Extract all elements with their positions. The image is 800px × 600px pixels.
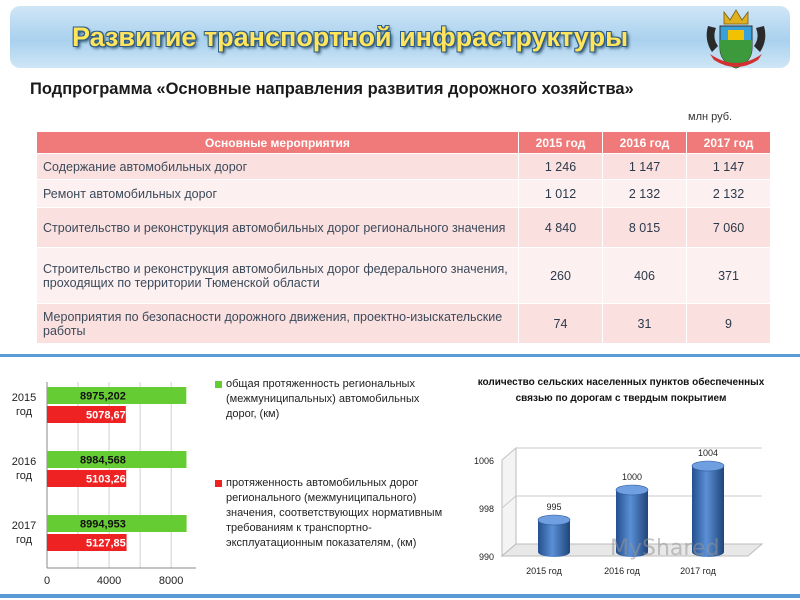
cell-2017: 7 060 — [686, 207, 771, 248]
cell-2015: 1 246 — [518, 153, 603, 180]
row-label: Строительство и реконструкция автомобиль… — [36, 247, 519, 304]
x-tick-label: 4000 — [97, 575, 121, 587]
cell-2015: 4 840 — [518, 207, 603, 248]
title-banner — [10, 6, 790, 68]
data-label: 1004 — [698, 448, 718, 458]
coat-of-arms-icon — [706, 9, 766, 69]
x-tick-label: 2017 год — [680, 566, 716, 576]
table-row: Содержание автомобильных дорог 1 246 1 1… — [36, 153, 771, 180]
legend-swatch-green — [215, 381, 222, 388]
legend-item-red: протяженность автомобильных дорог регион… — [215, 476, 448, 551]
cylinder-top — [537, 514, 571, 526]
unit-label: млн руб. — [688, 111, 733, 123]
cell-2015: 74 — [518, 303, 603, 344]
cell-2015: 260 — [518, 247, 603, 304]
category-label-suffix: год — [16, 470, 33, 482]
x-tick-label: 8000 — [159, 575, 183, 587]
column-header-2015: 2015 год — [518, 131, 603, 154]
cell-2016: 31 — [602, 303, 687, 344]
cell-2016: 1 147 — [602, 153, 687, 180]
cell-2016: 2 132 — [602, 179, 687, 208]
bar — [47, 387, 187, 404]
table-row: Мероприятия по безопасности дорожного дв… — [36, 303, 771, 344]
cell-2015: 1 012 — [518, 179, 603, 208]
gridline-depth — [501, 495, 517, 509]
category-label-year: 2016 — [12, 456, 36, 468]
x-tick-label: 0 — [44, 575, 50, 587]
bar — [47, 515, 187, 532]
gridline-depth — [501, 447, 517, 461]
cylinder-top — [691, 460, 725, 472]
table-header-row: Основные мероприятия 2015 год 2016 год 2… — [36, 131, 771, 154]
measures-table: Основные мероприятия 2015 год 2016 год 2… — [36, 131, 771, 344]
row-label: Мероприятия по безопасности дорожного дв… — [36, 303, 519, 344]
column-header-2017: 2017 год — [686, 131, 771, 154]
y-tick-label: 1006 — [474, 456, 494, 466]
data-label: 1000 — [622, 472, 642, 482]
data-label: 8975,202 — [80, 391, 126, 403]
divider — [0, 354, 800, 357]
road-length-chart: 0 4000 8000 2015 год 8975,202 5078,671 2016 год 8… — [12, 382, 196, 587]
chart-title: количество сельских населенных пунктов о… — [477, 377, 765, 404]
settlements-chart: 990 998 1006 995 2015 год 1000 2016 год 1004 201… — [474, 446, 764, 576]
row-label: Содержание автомобильных дорог — [36, 153, 519, 180]
column-header-2016: 2016 год — [602, 131, 687, 154]
y-tick-label: 990 — [479, 552, 494, 562]
cylinder-bar — [538, 520, 570, 557]
category-label-year: 2015 — [12, 392, 36, 404]
row-label: Строительство и реконструкция автомобиль… — [36, 207, 519, 248]
cylinder-bar — [616, 490, 648, 557]
legend-label-red: протяженность автомобильных дорог регион… — [226, 477, 443, 549]
x-tick-label: 2015 год — [526, 566, 562, 576]
cell-2017: 371 — [686, 247, 771, 304]
category-label-suffix: год — [16, 534, 33, 546]
cell-2016: 8 015 — [602, 207, 687, 248]
cell-2017: 2 132 — [686, 179, 771, 208]
data-label: 5127,851 — [86, 538, 132, 550]
x-tick-label: 2016 год — [604, 566, 640, 576]
cell-2017: 1 147 — [686, 153, 771, 180]
cell-2017: 9 — [686, 303, 771, 344]
bar — [47, 406, 126, 423]
bar — [47, 470, 127, 487]
cell-2016: 406 — [602, 247, 687, 304]
legend-label-green: общая протяженность региональных (межмун… — [226, 378, 420, 420]
category-label-year: 2017 — [12, 520, 36, 532]
row-label: Ремонт автомобильных дорог — [36, 179, 519, 208]
data-label: 995 — [546, 502, 561, 512]
watermark: MyShared — [610, 536, 720, 561]
table-row: Строительство и реконструкция автомобиль… — [36, 247, 771, 304]
data-label: 8994,953 — [80, 519, 126, 531]
legend-swatch-red — [215, 480, 222, 487]
cylinder-bar — [692, 466, 724, 557]
table-row: Строительство и реконструкция автомобиль… — [36, 207, 771, 248]
category-label-suffix: год — [16, 406, 33, 418]
subtitle: Подпрограмма «Основные направления разви… — [30, 80, 634, 98]
data-label: 5103,261 — [86, 474, 132, 486]
bar — [47, 451, 187, 468]
table-row: Ремонт автомобильных дорог 1 012 2 132 2… — [36, 179, 771, 208]
bottom-divider — [0, 594, 800, 598]
data-label: 8984,568 — [80, 455, 126, 467]
y-tick-label: 998 — [479, 504, 494, 514]
legend-item-green: общая протяженность региональных (межмун… — [215, 377, 448, 422]
data-label: 5078,671 — [86, 410, 132, 422]
page-title: Развитие транспортной инфраструктуры — [72, 22, 629, 52]
column-header-measures: Основные мероприятия — [36, 131, 519, 154]
cylinder-top — [615, 484, 649, 496]
bar — [47, 534, 127, 551]
